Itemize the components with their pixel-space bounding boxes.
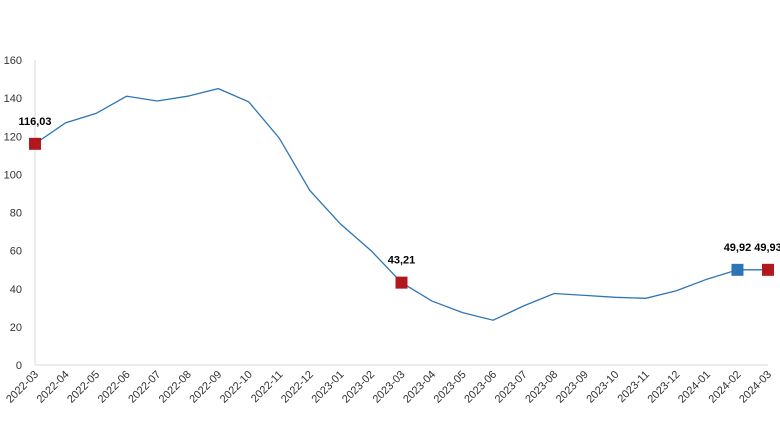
y-tick-label: 60 <box>10 246 22 258</box>
x-tick-label: 2023-12 <box>645 369 682 406</box>
data-label: 43,21 <box>388 255 416 267</box>
data-label: 49,92 <box>724 242 752 254</box>
x-tick-label: 2022-07 <box>126 369 163 406</box>
x-tick-label: 2023-03 <box>371 369 408 406</box>
x-tick-label: 2022-12 <box>279 369 316 406</box>
x-tick-label: 2023-02 <box>340 369 377 406</box>
x-tick-label: 2023-07 <box>493 369 530 406</box>
data-label: 49,93 <box>754 242 780 254</box>
x-tick-label: 2023-08 <box>523 369 560 406</box>
y-tick-label: 100 <box>4 169 22 181</box>
y-tick-label: 160 <box>4 55 22 67</box>
x-tick-label: 2023-04 <box>401 369 438 406</box>
x-tick-label: 2023-11 <box>615 369 651 405</box>
y-tick-label: 20 <box>10 322 22 334</box>
data-label: 116,03 <box>18 116 51 128</box>
x-tick-label: 2022-10 <box>218 369 255 406</box>
x-tick-label: 2024-02 <box>707 369 744 406</box>
x-tick-label: 2023-10 <box>584 369 621 406</box>
x-tick-label: 2022-09 <box>187 369 224 406</box>
data-point-marker <box>395 276 408 289</box>
y-tick-label: 120 <box>4 131 22 143</box>
y-tick-label: 0 <box>16 360 22 372</box>
x-tick-label: 2024-03 <box>737 369 774 406</box>
x-tick-label: 2022-04 <box>35 369 72 406</box>
y-tick-label: 80 <box>10 208 22 220</box>
x-tick-label: 2023-09 <box>554 369 591 406</box>
x-tick-label: 2023-06 <box>462 369 499 406</box>
x-tick-label: 2022-11 <box>249 369 285 405</box>
y-tick-label: 40 <box>10 284 22 296</box>
x-tick-label: 2022-03 <box>4 369 41 406</box>
x-tick-label: 2023-05 <box>432 369 469 406</box>
x-tick-label: 2024-01 <box>676 369 713 406</box>
x-tick-label: 2022-08 <box>157 369 194 406</box>
data-point-marker <box>731 263 744 276</box>
data-point-marker <box>29 137 41 150</box>
x-tick-label: 2023-01 <box>310 369 347 406</box>
x-tick-label: 2022-06 <box>96 369 133 406</box>
x-tick-label: 2022-05 <box>65 369 102 406</box>
data-point-marker <box>762 263 774 276</box>
y-tick-label: 140 <box>4 93 22 105</box>
